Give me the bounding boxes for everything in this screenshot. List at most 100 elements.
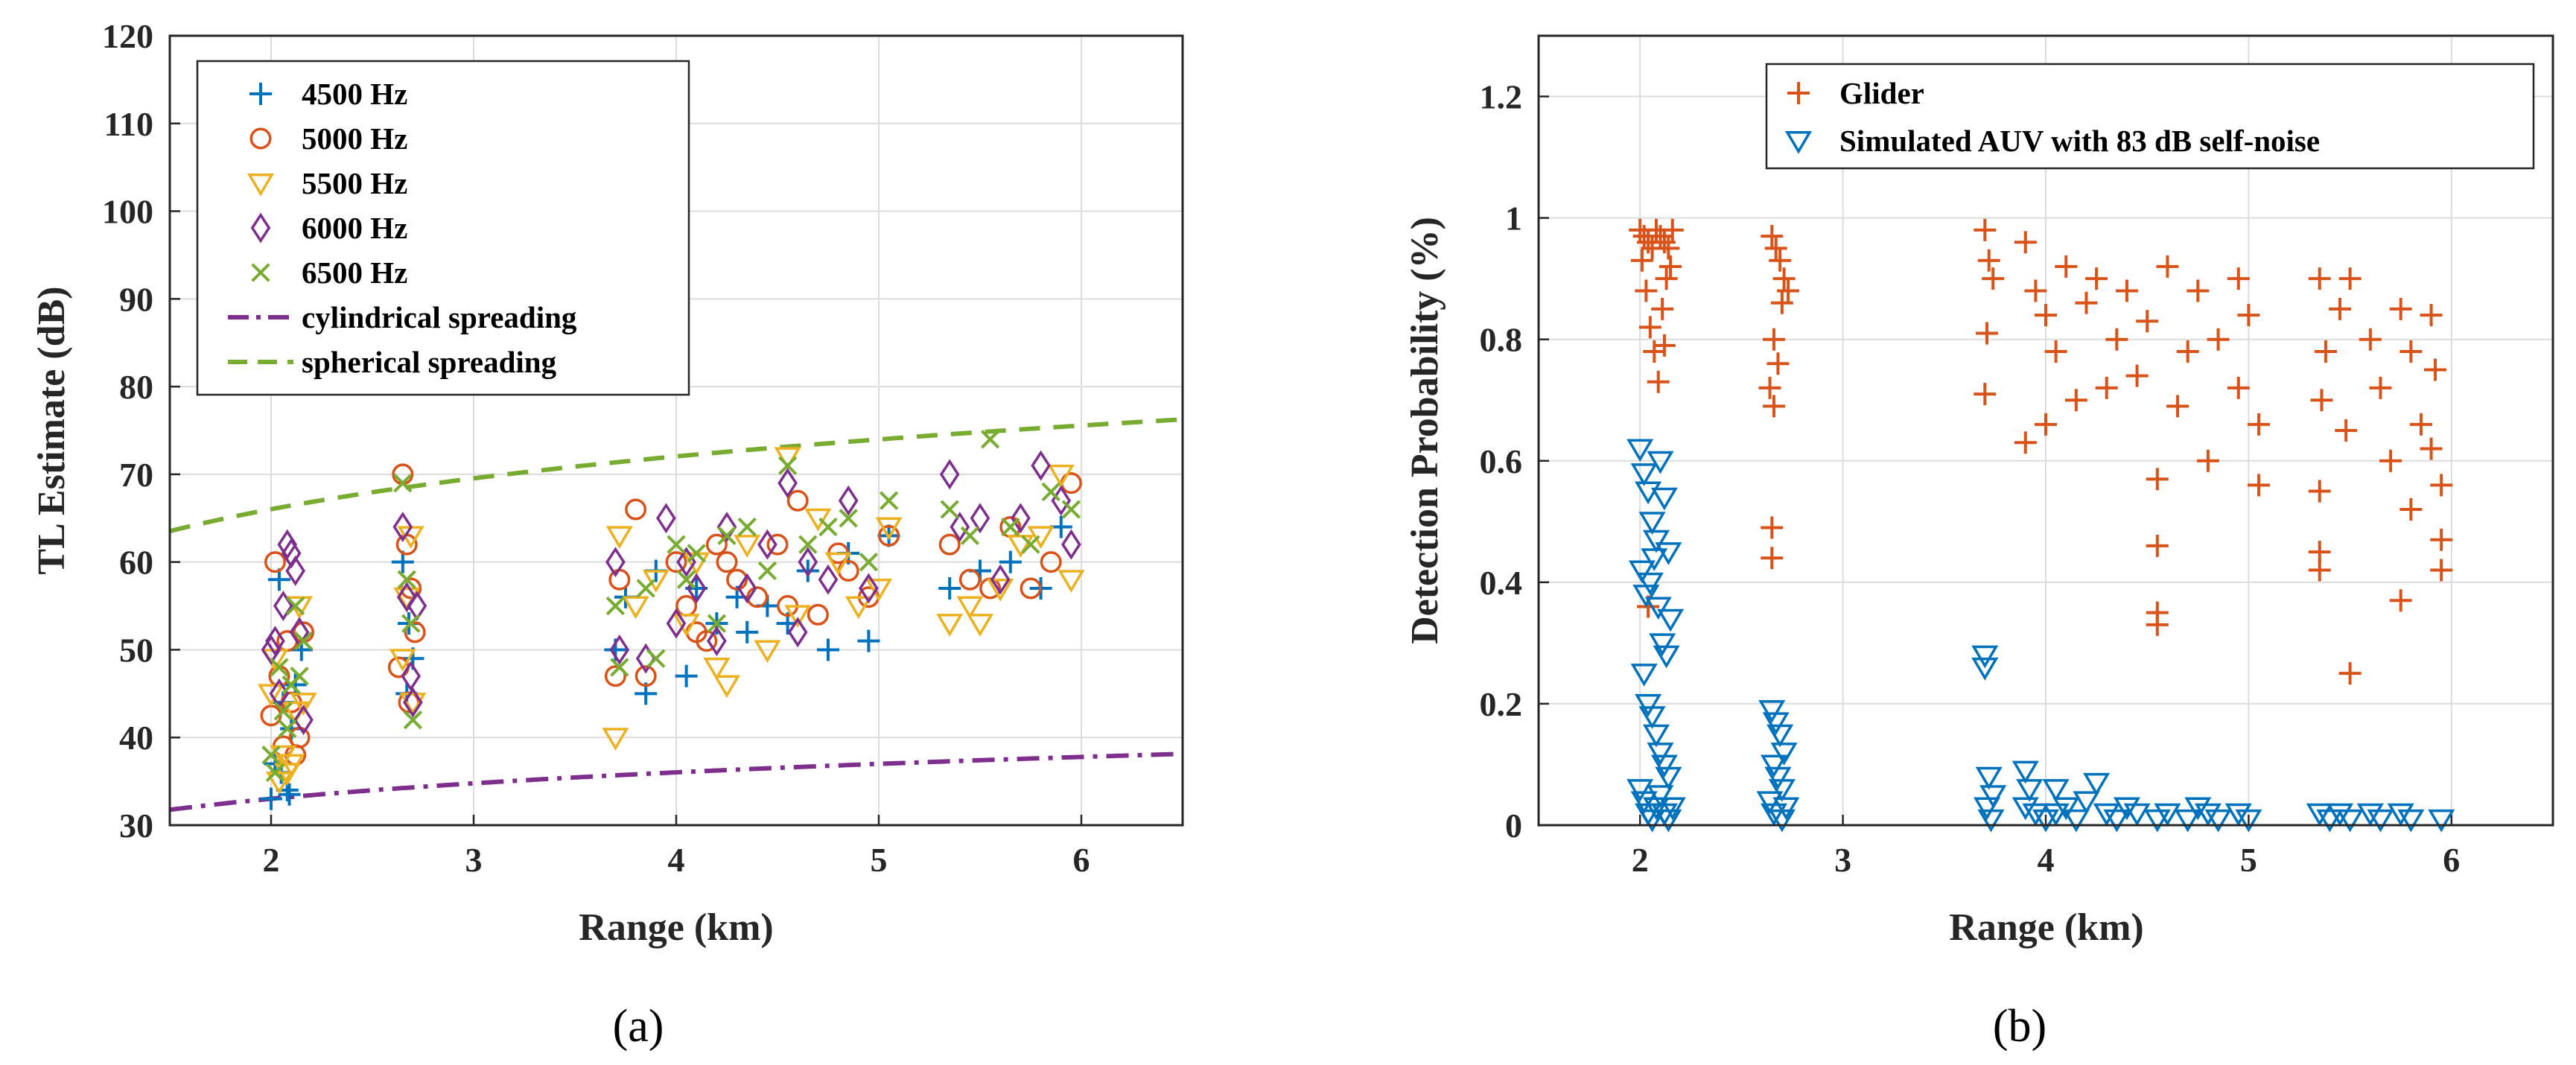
- panel-b-point: [1635, 279, 1658, 302]
- panel-b-point: [1642, 724, 1670, 748]
- panel-a-point: [717, 526, 737, 545]
- panel-b-point: [1762, 395, 1785, 418]
- panel-b-point: [2022, 803, 2049, 827]
- panel-a-point: [838, 485, 859, 516]
- panel-b-point: [2430, 559, 2453, 582]
- panel-a-point: [399, 693, 427, 716]
- panel-b-point: [2397, 809, 2425, 833]
- panel-a-ytick-label: 120: [102, 17, 153, 55]
- panel-b-point: [2103, 809, 2131, 833]
- panel-a-legend: 4500 Hz 5000 Hz 5500 Hz 6000 Hz 6500 Hz cylin…: [196, 60, 690, 396]
- panel-b-point: [2156, 255, 2179, 278]
- panel-b-ylabel: Detection Probability (%): [1404, 217, 1446, 644]
- panel-b-point: [1653, 334, 1676, 357]
- panel-b-point: [1659, 255, 1682, 278]
- panel-a-point: [726, 568, 748, 591]
- panel-b-point: [1977, 249, 2000, 272]
- panel-b-point: [1630, 791, 1658, 815]
- panel-b-point: [1758, 700, 1786, 723]
- panel-b-point: [1653, 645, 1680, 669]
- panel-a-legend-swatch: [250, 212, 271, 244]
- panel-b-point: [1764, 766, 1792, 790]
- panel-a-point: [766, 533, 789, 556]
- panel-a-point: [990, 564, 1011, 595]
- panel-a-points: [257, 430, 1085, 810]
- panel-b-point: [2196, 449, 2219, 472]
- panel-b-point: [1766, 352, 1790, 375]
- panel-b-point: [1976, 322, 1998, 345]
- panel-b-xtick-label: 2: [1632, 841, 1649, 879]
- panel-a-legend-label: 4500 Hz: [302, 77, 407, 111]
- panel-a-point: [1011, 503, 1031, 534]
- panel-a-point: [610, 658, 629, 677]
- panel-a-point: [403, 710, 423, 730]
- panel-a-legend-label: cylindrical spreading: [302, 300, 577, 334]
- panel-a-point: [393, 474, 413, 493]
- panel-a-point: [609, 634, 630, 665]
- panel-a-point: [656, 503, 676, 534]
- panel-b-point: [2042, 779, 2070, 802]
- panel-a-series-2: [257, 447, 1085, 795]
- panel-b-point: [1647, 743, 1674, 766]
- panel-a-point: [950, 512, 970, 543]
- panel-b-point: [1626, 779, 1654, 802]
- panel-a-point: [865, 579, 893, 602]
- panel-a-point: [404, 621, 426, 643]
- panel-b-chart: 2 3 4 5 6 0 0.2 0.4 0.6 0.8 1 1.2 Range (km) Detect…: [1404, 34, 2554, 949]
- panel-b-point: [1761, 225, 1784, 248]
- panel-b-point: [1647, 370, 1670, 393]
- panel-a-point: [391, 550, 414, 573]
- panel-a-point: [278, 754, 305, 778]
- panel-b-legend-label: Simulated AUV with 83 dB self-noise: [1839, 124, 2320, 158]
- panel-a-point: [804, 508, 832, 532]
- panel-b-point: [2389, 589, 2412, 612]
- panel-a-point: [817, 638, 839, 661]
- panel-b-point: [1651, 297, 1674, 320]
- panel-b-point: [1772, 267, 1796, 290]
- panel-b-point: [2224, 803, 2252, 827]
- panel-b-point: [2016, 779, 2044, 802]
- panel-b-point: [2356, 803, 2384, 827]
- panel-a-point: [1027, 526, 1055, 550]
- panel-a-point: [642, 570, 670, 593]
- panel-b-point: [2083, 772, 2111, 796]
- panel-b-point: [1766, 724, 1794, 748]
- panel-a-legend-swatch: [249, 83, 272, 105]
- panel-a-point: [956, 596, 984, 620]
- panel-a-point: [622, 596, 649, 620]
- panel-b-legend-label: Glider: [1839, 76, 1924, 110]
- panel-a-point: [734, 535, 761, 558]
- panel-a-point: [705, 533, 728, 556]
- panel-a-point: [285, 596, 305, 616]
- panel-b-point: [2095, 376, 2118, 399]
- panel-b-point: [1764, 237, 1787, 260]
- panel-a-point: [754, 640, 781, 664]
- panel-b-point: [2430, 528, 2453, 551]
- panel-a-xtick-label: 6: [1073, 841, 1090, 879]
- panel-b-point: [1979, 785, 2007, 808]
- panel-a-legend-swatch: [249, 127, 272, 150]
- panel-b-point: [2308, 480, 2331, 503]
- panel-b-point: [1760, 803, 1788, 827]
- panel-a-point: [786, 489, 809, 512]
- panel-a-point: [666, 608, 687, 639]
- panel-b-point: [1650, 487, 1678, 511]
- panel-a-point: [784, 605, 812, 629]
- panel-b-point: [2085, 267, 2108, 290]
- panel-b-point: [1777, 279, 1800, 302]
- panel-b-xlabel: Range (km): [1949, 906, 2143, 949]
- panel-a-point: [401, 614, 421, 633]
- panel-b-point: [1649, 633, 1676, 657]
- panel-b-point: [2400, 340, 2423, 363]
- panel-b-point: [1657, 608, 1685, 632]
- panel-b-point: [2044, 340, 2067, 363]
- panel-b-legend-swatch: [1784, 131, 1813, 154]
- panel-b-point: [2237, 304, 2260, 327]
- panel-a-point: [940, 500, 959, 519]
- panel-a-point: [396, 582, 417, 613]
- panel-b-point: [2136, 310, 2159, 333]
- panel-a-point: [936, 614, 964, 637]
- panel-a-legend-label: spherical spreading: [302, 345, 557, 379]
- panel-b-point: [2338, 267, 2362, 290]
- panel-a-point: [264, 551, 286, 573]
